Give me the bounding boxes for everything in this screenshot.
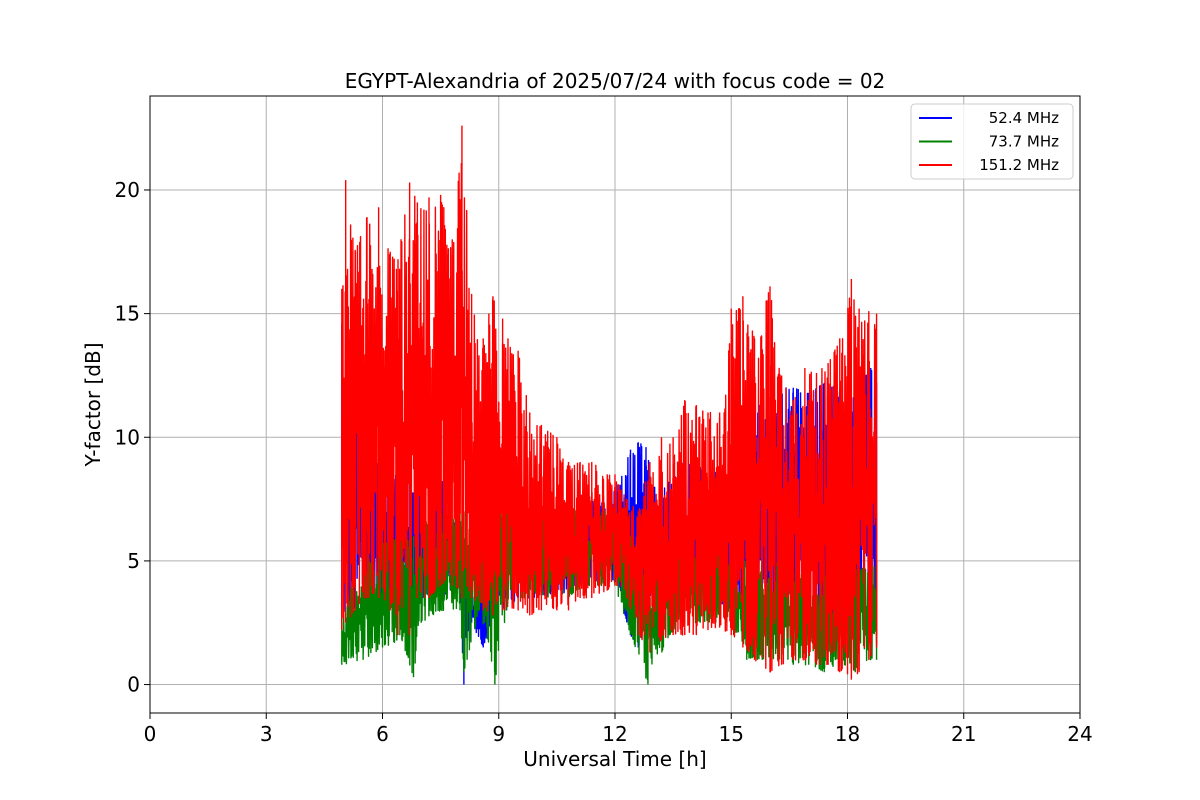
y-tick-label: 0	[127, 673, 140, 697]
x-tick-label: 0	[144, 722, 157, 746]
y-axis-label: Y-factor [dB]	[81, 342, 105, 467]
x-tick-label: 6	[376, 722, 389, 746]
y-tick-label: 20	[115, 178, 140, 202]
y-tick-label: 5	[127, 549, 140, 573]
chart-title: EGYPT-Alexandria of 2025/07/24 with focu…	[345, 69, 886, 93]
x-tick-label: 15	[719, 722, 744, 746]
legend: 52.4 MHz 73.7 MHz 151.2 MHz	[910, 103, 1074, 180]
legend-label: 52.4 MHz	[989, 109, 1059, 127]
series-line-3	[341, 162, 878, 675]
y-tick-label: 10	[115, 425, 140, 449]
x-axis-ticks: 0 3 6 9 12 15 18 21 24	[144, 713, 1093, 746]
y-axis-ticks: 0 5 10 15 20	[115, 178, 150, 697]
legend-label: 151.2 MHz	[979, 156, 1059, 174]
x-tick-label: 24	[1067, 722, 1092, 746]
x-tick-label: 18	[835, 722, 860, 746]
legend-box	[910, 103, 1074, 180]
x-axis-label: Universal Time [h]	[523, 747, 706, 771]
x-tick-label: 9	[492, 722, 505, 746]
y-tick-label: 15	[115, 302, 140, 326]
x-tick-label: 3	[260, 722, 273, 746]
plot-area	[341, 125, 878, 685]
x-tick-label: 21	[951, 722, 976, 746]
legend-label: 73.7 MHz	[989, 133, 1059, 151]
x-tick-label: 12	[602, 722, 627, 746]
